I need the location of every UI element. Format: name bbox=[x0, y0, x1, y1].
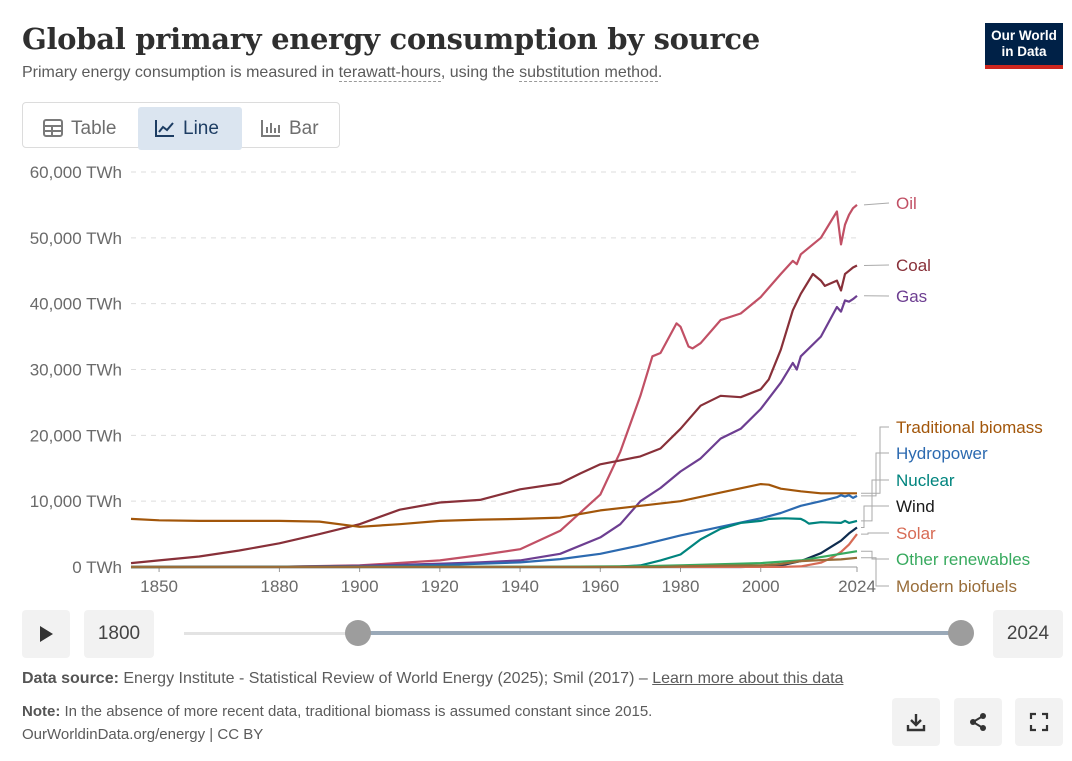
x-tick-label: 2024 bbox=[838, 577, 876, 596]
timeline-end-handle[interactable] bbox=[948, 620, 974, 646]
series-line-gas[interactable] bbox=[130, 294, 858, 569]
x-tick-label: 1850 bbox=[140, 577, 178, 596]
subtitle-suffix: . bbox=[657, 64, 663, 81]
terawatt-hours-term[interactable]: terawatt-hours bbox=[338, 64, 441, 82]
legend-label-nuclear[interactable]: Nuclear bbox=[896, 471, 955, 490]
tab-bar-label: Bar bbox=[289, 118, 319, 139]
y-tick-label: 30,000 TWh bbox=[30, 361, 122, 380]
legend-connector bbox=[861, 557, 889, 587]
download-button[interactable] bbox=[892, 698, 940, 746]
legend-label-modern-biofuels[interactable]: Modern biofuels bbox=[896, 577, 1017, 596]
credit-line: OurWorldinData.org/energy | CC BY bbox=[22, 726, 263, 743]
data-source-line: Data source: Energy Institute - Statisti… bbox=[22, 670, 843, 688]
legend-label-solar[interactable]: Solar bbox=[896, 524, 936, 543]
legend-connector bbox=[861, 479, 889, 522]
play-button[interactable] bbox=[22, 610, 70, 658]
owid-logo[interactable]: Our World in Data bbox=[985, 23, 1063, 69]
x-tick-label: 1960 bbox=[581, 577, 619, 596]
line-chart-icon bbox=[155, 120, 174, 137]
legend-connector bbox=[863, 264, 890, 266]
data-source-label: Data source: bbox=[22, 670, 119, 687]
x-tick-label: 1920 bbox=[421, 577, 459, 596]
subtitle-prefix: Primary energy consumption is measured i… bbox=[22, 64, 339, 81]
legend-label-traditional-biomass[interactable]: Traditional biomass bbox=[896, 418, 1043, 437]
logo-line-2: in Data bbox=[1001, 44, 1047, 59]
bar-chart-icon bbox=[261, 120, 280, 137]
legend-label-other-renewables[interactable]: Other renewables bbox=[896, 550, 1030, 569]
tab-line-label: Line bbox=[183, 118, 219, 139]
timeline-track-inactive bbox=[184, 632, 358, 635]
view-tabs: Table Line Bar bbox=[22, 102, 340, 150]
y-tick-label: 60,000 TWh bbox=[30, 163, 122, 182]
x-tick-label: 1880 bbox=[260, 577, 298, 596]
download-icon bbox=[906, 714, 926, 732]
credit-link[interactable]: OurWorldinData.org/energy | CC BY bbox=[22, 726, 264, 743]
tab-bar[interactable]: Bar bbox=[251, 107, 337, 150]
series-line-oil[interactable] bbox=[131, 204, 858, 569]
share-button[interactable] bbox=[954, 698, 1002, 746]
table-icon bbox=[43, 119, 63, 137]
note-label: Note: bbox=[22, 703, 61, 720]
end-year-box[interactable]: 2024 bbox=[993, 610, 1063, 658]
legend-label-gas[interactable]: Gas bbox=[896, 287, 927, 306]
x-tick-label: 1940 bbox=[501, 577, 539, 596]
series-line-traditional-biomass[interactable] bbox=[130, 483, 857, 528]
legend-label-oil[interactable]: Oil bbox=[896, 194, 917, 213]
share-icon bbox=[970, 713, 986, 731]
series-line-hydropower[interactable] bbox=[130, 494, 858, 569]
legend-label-hydropower[interactable]: Hydropower bbox=[896, 444, 988, 463]
legend-connector bbox=[863, 202, 890, 206]
series-line-modern-biofuels[interactable] bbox=[131, 556, 858, 569]
tab-table[interactable]: Table bbox=[33, 107, 139, 150]
tab-line[interactable]: Line bbox=[138, 107, 242, 150]
fullscreen-button[interactable] bbox=[1015, 698, 1063, 746]
substitution-method-term[interactable]: substitution method bbox=[519, 64, 658, 82]
line-chart: 0 TWh 10,000 TWh 20,000 TWh 30,000 TWh 40,00… bbox=[30, 163, 1043, 596]
y-tick-label: 50,000 TWh bbox=[30, 229, 122, 248]
legend-connector bbox=[861, 426, 889, 494]
legend-connector bbox=[861, 505, 889, 528]
y-tick-label: 0 TWh bbox=[72, 558, 122, 577]
legend-label-coal[interactable]: Coal bbox=[896, 256, 931, 275]
play-icon bbox=[40, 626, 53, 642]
fullscreen-icon bbox=[1029, 712, 1049, 732]
y-tick-label: 10,000 TWh bbox=[30, 492, 122, 511]
legend-connector bbox=[861, 532, 889, 535]
x-tick-label: 1980 bbox=[662, 577, 700, 596]
y-tick-label: 20,000 TWh bbox=[30, 426, 122, 445]
timeline-track-range[interactable] bbox=[358, 631, 962, 635]
chart-subtitle: Primary energy consumption is measured i… bbox=[22, 64, 662, 82]
note-line: Note: In the absence of more recent data… bbox=[22, 703, 652, 720]
timeline-start-handle[interactable] bbox=[345, 620, 371, 646]
note-text: In the absence of more recent data, trad… bbox=[64, 703, 653, 720]
page-title: Global primary energy consumption by sou… bbox=[22, 22, 760, 56]
logo-line-1: Our World bbox=[991, 28, 1057, 43]
subtitle-mid: , using the bbox=[440, 64, 520, 81]
legend-connector bbox=[861, 550, 889, 560]
series-line-nuclear[interactable] bbox=[131, 517, 858, 569]
legend-label-wind[interactable]: Wind bbox=[896, 497, 935, 516]
legend-connector bbox=[861, 452, 889, 497]
series-line-coal[interactable] bbox=[130, 264, 858, 565]
start-year-box[interactable]: 1800 bbox=[84, 610, 154, 658]
tab-table-label: Table bbox=[71, 118, 117, 139]
learn-more-link[interactable]: Learn more about this data bbox=[652, 670, 844, 687]
x-tick-label: 1900 bbox=[341, 577, 379, 596]
y-tick-label: 40,000 TWh bbox=[30, 295, 122, 314]
x-tick-label: 2000 bbox=[742, 577, 780, 596]
data-source-text: Energy Institute - Statistical Review of… bbox=[123, 670, 648, 687]
